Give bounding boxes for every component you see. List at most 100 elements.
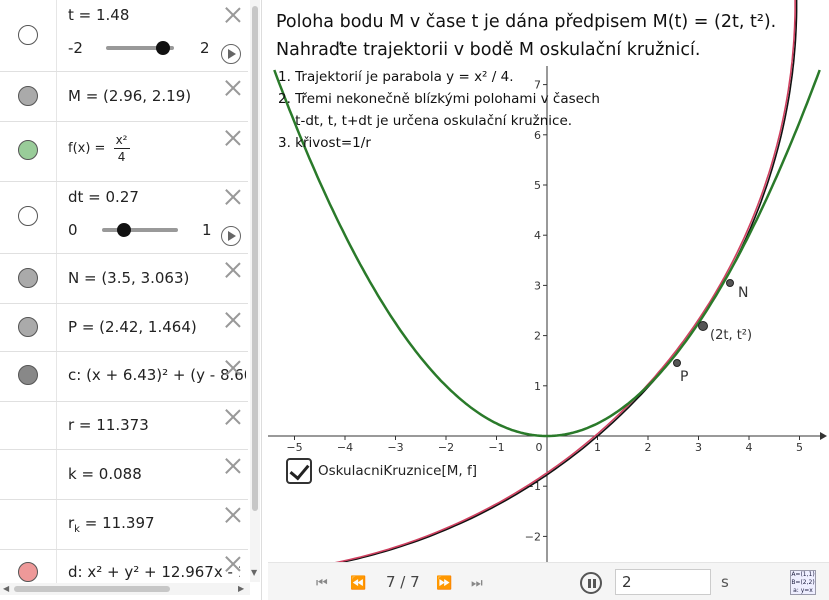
- scroll-left-icon[interactable]: ◀: [3, 584, 10, 593]
- step-item: 2. Třemi nekonečně blízkými polohami v č…: [278, 91, 600, 107]
- slider-knob-dt[interactable]: [117, 223, 131, 237]
- expression-f-prefix: f(x) =: [68, 141, 110, 156]
- algebra-row-N[interactable]: N = (3.5, 3.063): [0, 254, 248, 304]
- algebra-row-rk[interactable]: rk = 11.397: [0, 500, 248, 550]
- slider-track-dt[interactable]: [102, 228, 178, 232]
- play-icon[interactable]: [221, 226, 241, 246]
- algebra-row-P[interactable]: P = (2.42, 1.464): [0, 304, 248, 352]
- osculating-circle-d[interactable]: [268, 0, 796, 562]
- visibility-marble[interactable]: [18, 140, 38, 160]
- slider-knob-t[interactable]: [156, 41, 170, 55]
- algebra-toggle-button[interactable]: A=(1,1) B=(2,2) a: y=x: [790, 570, 816, 595]
- expression-M[interactable]: M = (2.96, 2.19): [68, 87, 192, 105]
- y-tick-group: 7 6 5 4 3 2 1 −1 −2: [525, 79, 547, 543]
- point-P[interactable]: [673, 359, 681, 367]
- marble-column: [0, 304, 57, 351]
- slider-track-t[interactable]: [106, 46, 174, 50]
- close-icon[interactable]: [224, 6, 242, 24]
- close-icon[interactable]: [224, 79, 242, 97]
- horizontal-scrollbar[interactable]: ◀ ▶: [0, 583, 250, 595]
- close-icon[interactable]: [224, 129, 242, 147]
- expression-k[interactable]: k = 0.088: [68, 465, 142, 483]
- close-icon[interactable]: [224, 408, 242, 426]
- step-counter: 7 / 7: [386, 573, 420, 591]
- expression-f[interactable]: f(x) = x² 4: [68, 132, 130, 165]
- task-title-line1: Poloha bodu M v čase t je dána předpisem…: [276, 12, 777, 32]
- expression-r[interactable]: r = 11.373: [68, 416, 149, 434]
- algebra-view: t = 1.48 -2 2 M = (2.96, 2.19) f(x) = x²…: [0, 0, 262, 600]
- marble-column: [0, 500, 57, 549]
- horizontal-scrollbar-thumb[interactable]: [14, 586, 170, 592]
- osculating-circle-toggle[interactable]: OskulacniKruznice[M, f]: [286, 458, 477, 484]
- vertical-scrollbar[interactable]: ▼: [250, 0, 260, 582]
- visibility-marble[interactable]: [18, 317, 38, 337]
- speed-input[interactable]: [615, 569, 711, 595]
- visibility-marble[interactable]: [18, 206, 38, 226]
- slider-min-label: -2: [68, 39, 83, 57]
- expression-c[interactable]: c: (x + 6.43)² + (y - 8.608: [68, 366, 246, 384]
- visibility-marble[interactable]: [18, 268, 38, 288]
- slider-min-label: 0: [68, 221, 78, 239]
- y-tick-label: 3: [534, 279, 541, 292]
- scroll-right-icon[interactable]: ▶: [238, 584, 245, 593]
- visibility-marble[interactable]: [18, 86, 38, 106]
- expression-rk-subscript: k: [74, 524, 80, 535]
- graphics-view[interactable]: −5 −4 −3 −2 −1 0 1 2 3 4 5 7 6 5 4 3 2 1 −1 −2 N (2t, t²) …: [268, 0, 829, 562]
- vertical-scrollbar-thumb[interactable]: [252, 6, 258, 511]
- close-icon[interactable]: [224, 506, 242, 524]
- step-item: t-dt, t, t+dt je určena oskulační kružni…: [278, 113, 573, 129]
- marble-column: [0, 450, 57, 499]
- expression-t[interactable]: t = 1.48: [68, 6, 130, 24]
- x-tick-group: −5 −4 −3 −2 −1 0 1 2 3 4 5: [286, 436, 803, 454]
- close-icon[interactable]: [224, 457, 242, 475]
- expression-P[interactable]: P = (2.42, 1.464): [68, 318, 197, 336]
- algebra-row-dt[interactable]: dt = 0.27 0 1: [0, 182, 248, 254]
- marble-column: [0, 182, 57, 253]
- point-N[interactable]: [726, 279, 734, 287]
- expression-rk-main: r: [68, 514, 75, 532]
- close-icon[interactable]: [224, 555, 242, 573]
- last-step-icon[interactable]: ⏭: [471, 576, 483, 591]
- y-tick-label: 7: [534, 79, 541, 92]
- close-icon[interactable]: [224, 188, 242, 206]
- previous-step-icon[interactable]: ⏪: [350, 576, 367, 591]
- algebra-row-k[interactable]: k = 0.088: [0, 450, 248, 500]
- osculating-circle-c[interactable]: [268, 0, 798, 562]
- y-tick-label: 2: [534, 330, 541, 343]
- marble-column: [0, 122, 57, 181]
- expression-dt[interactable]: dt = 0.27: [68, 188, 139, 206]
- algebra-row-r[interactable]: r = 11.373: [0, 402, 248, 450]
- algebra-row-M[interactable]: M = (2.96, 2.19): [0, 72, 248, 122]
- x-tick-label: 3: [695, 441, 702, 454]
- point-M[interactable]: [698, 321, 708, 331]
- play-icon[interactable]: [221, 44, 241, 64]
- algebra-row-c[interactable]: c: (x + 6.43)² + (y - 8.608: [0, 352, 248, 402]
- algebra-row-t[interactable]: t = 1.48 -2 2: [0, 0, 248, 72]
- algebra-row-f[interactable]: f(x) = x² 4: [0, 122, 248, 182]
- close-icon[interactable]: [224, 311, 242, 329]
- next-step-icon[interactable]: ⏩: [436, 576, 453, 591]
- label-M: (2t, t²): [710, 328, 752, 343]
- fraction-denominator: 4: [117, 150, 126, 164]
- visibility-marble[interactable]: [18, 25, 38, 45]
- step-item: 1. Trajektorií je parabola y = x² / 4.: [278, 69, 514, 85]
- close-icon[interactable]: [224, 359, 242, 377]
- expression-d[interactable]: d: x² + y² + 12.967x - 17.: [68, 563, 240, 581]
- checkbox[interactable]: [286, 458, 312, 484]
- marble-column: [0, 0, 57, 71]
- close-icon[interactable]: [224, 261, 242, 279]
- expression-N[interactable]: N = (3.5, 3.063): [68, 269, 190, 287]
- visibility-marble[interactable]: [18, 562, 38, 582]
- first-step-icon[interactable]: ⏮: [316, 576, 328, 591]
- parabola-f[interactable]: [273, 69, 821, 438]
- scroll-down-icon[interactable]: ▼: [251, 568, 258, 577]
- algebra-row-d[interactable]: d: x² + y² + 12.967x - 17.: [0, 550, 248, 583]
- marble-column: [0, 550, 57, 583]
- x-tick-label: −3: [387, 441, 403, 454]
- pause-icon[interactable]: [580, 572, 602, 594]
- visibility-marble[interactable]: [18, 365, 38, 385]
- y-tick-label: 4: [534, 229, 541, 242]
- expression-rk[interactable]: rk = 11.397: [68, 514, 155, 535]
- x-tick-label: −2: [438, 441, 454, 454]
